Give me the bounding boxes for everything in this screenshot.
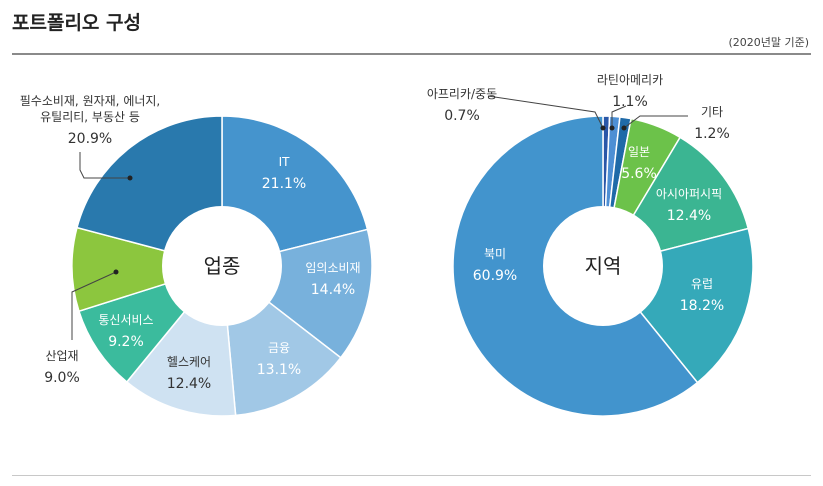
leader-line xyxy=(623,115,688,129)
leader-dot xyxy=(609,125,615,131)
slice-value-label: 14.4% xyxy=(311,282,355,298)
leader-line xyxy=(611,105,627,128)
slice-label: 라틴아메리카 xyxy=(597,73,663,87)
slice-label: 유럽 xyxy=(691,277,713,291)
bottom-divider xyxy=(12,475,811,476)
donut-chart-2: 지역 아프리카/중동 0.7% 라틴아메리카 1.1% 기타 1.2% 일본 5.6% 아시아퍼시… xyxy=(427,73,754,417)
chart-center-title: 업종 xyxy=(204,254,241,278)
leader-line xyxy=(71,271,117,340)
page-title: 포트폴리오 구성 xyxy=(12,12,141,34)
slice-label: 필수소비재, 원자재, 에너지, xyxy=(20,94,161,108)
slice-label: 아시아퍼시픽 xyxy=(656,187,722,201)
donut-hole xyxy=(543,206,663,326)
leader-dot xyxy=(127,175,133,181)
date-note: (2020년말 기준) xyxy=(728,36,809,49)
slice-label: IT xyxy=(279,155,291,169)
leader-dot xyxy=(113,269,119,275)
leader-line xyxy=(487,95,604,129)
slice-label: 헬스케어 xyxy=(167,355,211,369)
leader-line xyxy=(79,152,130,179)
slice-label: 북미 xyxy=(484,247,506,261)
pie-slice xyxy=(71,226,225,313)
slice-label: 산업재 xyxy=(45,349,78,363)
slice-value-label: 5.6% xyxy=(621,166,657,182)
title-divider xyxy=(12,53,811,55)
leader-dot xyxy=(621,125,627,131)
slice-value-label: 20.9% xyxy=(68,131,112,147)
donut-hole xyxy=(162,206,282,326)
slice-label: 통신서비스 xyxy=(98,313,153,327)
slice-value-label: 12.4% xyxy=(667,208,711,224)
slice-value-label: 18.2% xyxy=(680,298,724,314)
slice-label: 일본 xyxy=(628,145,650,159)
slice-label: 임의소비재 xyxy=(305,261,360,275)
donut-chart-1: 업종 IT 21.1% 임의소비재 14.4% 금융 13.1% 헬스케어 12.4% 통신서비스… xyxy=(20,94,373,417)
slice-value-label: 0.7% xyxy=(444,108,480,124)
slice-value-label: 21.1% xyxy=(262,176,306,192)
slice-value-label: 13.1% xyxy=(257,362,301,378)
slice-value-label: 1.2% xyxy=(694,126,730,142)
slice-label: 아프리카/중동 xyxy=(427,87,497,101)
slice-value-label: 1.1% xyxy=(612,94,648,110)
chart-center-title: 지역 xyxy=(585,254,622,278)
slice-label: 금융 xyxy=(268,341,290,355)
slice-label: 기타 xyxy=(701,105,723,119)
leader-dot xyxy=(600,125,606,131)
slice-value-label: 9.2% xyxy=(108,334,144,350)
slice-value-label: 60.9% xyxy=(473,268,517,284)
slice-value-label: 12.4% xyxy=(167,376,211,392)
slice-value-label: 9.0% xyxy=(44,370,80,386)
slice-label: 유틸리티, 부동산 등 xyxy=(40,110,140,124)
